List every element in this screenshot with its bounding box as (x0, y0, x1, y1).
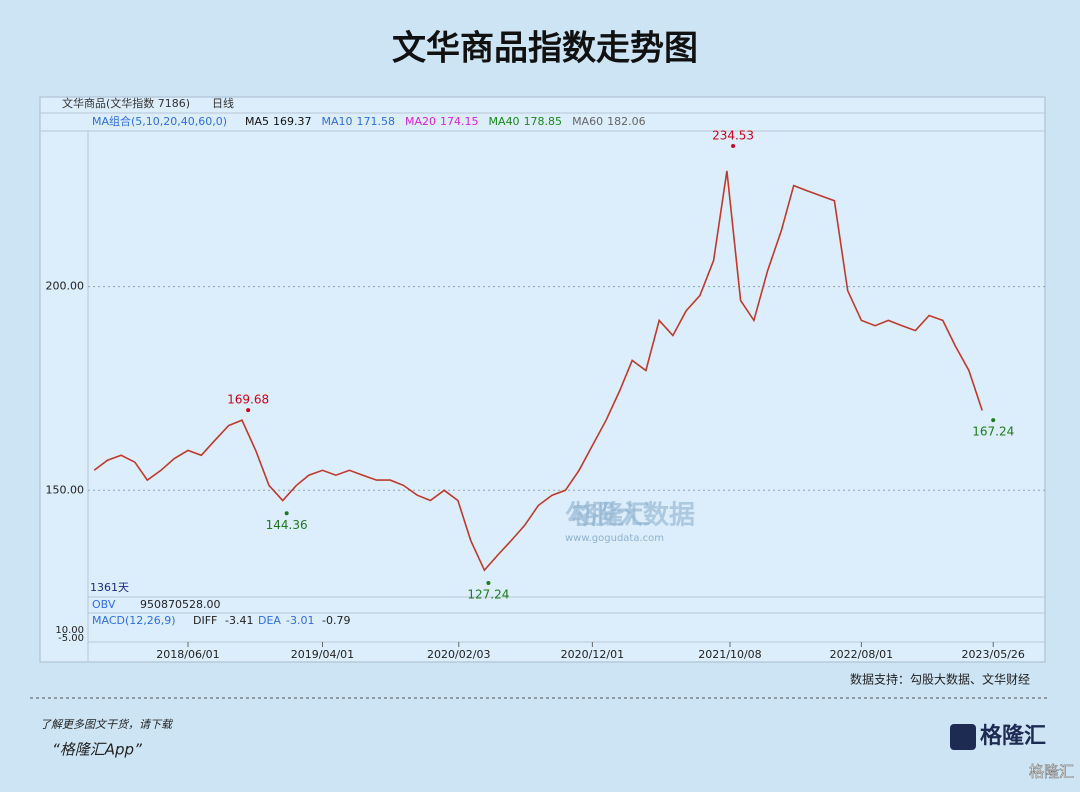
logo: 格隆汇 (980, 723, 1046, 749)
x-tick-label: 2019/04/01 (291, 648, 354, 661)
watermark-brand: 格隆汇 (572, 500, 650, 531)
corner-logo: 格隆汇 (1029, 763, 1074, 781)
instrument: 文华商品(文华指数 7186) (62, 96, 190, 110)
legend-name: MA5 (245, 115, 269, 128)
app-name: “格隆汇App” (52, 741, 142, 759)
period[interactable]: 日线 (212, 96, 234, 110)
x-tick-label: 2022/08/01 (830, 648, 893, 661)
dea-value: -3.01 (286, 614, 314, 627)
extreme-point (246, 408, 251, 413)
legend-value: 171.58 (357, 115, 396, 128)
extreme-point (486, 581, 491, 586)
extreme-point (731, 143, 736, 148)
legend-name: MA10 (322, 115, 353, 128)
x-tick-label: 2020/02/03 (427, 648, 490, 661)
legend-value: 174.15 (440, 115, 479, 128)
extreme-point (284, 511, 289, 516)
extreme-label: 127.24 (467, 588, 509, 602)
extreme-label: 144.36 (266, 518, 308, 532)
diff-value: -3.41 (225, 614, 253, 627)
x-tick-label: 2021/10/08 (698, 648, 761, 661)
macd-tick: -5.00 (58, 633, 84, 644)
x-tick-label: 2020/12/01 (561, 648, 624, 661)
legend-value: 182.06 (607, 115, 646, 128)
obv-value: 950870528.00 (140, 598, 220, 611)
price-line (93, 170, 983, 572)
source: 数据支持：勾股大数据、文华财经 (850, 672, 1030, 687)
dea-name: DEA (258, 614, 281, 627)
extreme-label: 167.24 (972, 425, 1014, 439)
legend-name: MA60 (572, 115, 603, 128)
days-label: 1361天 (90, 581, 129, 594)
watermark-url: www.gogudata.com (565, 533, 664, 544)
watermark-name: 勾股大数据 (565, 501, 695, 531)
y-tick-label: 150.00 (46, 483, 85, 496)
extreme-label: 234.53 (712, 128, 754, 142)
x-tick-label: 2023/05/26 (962, 648, 1025, 661)
obv-name[interactable]: OBV (92, 598, 116, 611)
chart-panel (39, 96, 1046, 663)
logo-icon (950, 724, 976, 750)
legend-name: MA20 (405, 115, 436, 128)
x-tick-label: 2018/06/01 (156, 648, 219, 661)
legend-value: 169.37 (273, 115, 312, 128)
diff-name: DIFF (193, 614, 217, 627)
legend-value: 178.85 (524, 115, 563, 128)
macd-name[interactable]: MACD(12,26,9) (92, 614, 176, 627)
legend-name: MA40 (489, 115, 520, 128)
promo: 了解更多图文干货，请下载 (40, 718, 174, 731)
chart-title: 文华商品指数走势图 (392, 29, 698, 69)
extreme-label: 169.68 (227, 393, 269, 407)
ma-group[interactable]: MA组合(5,10,20,40,60,0) (92, 114, 227, 128)
y-tick-label: 200.00 (46, 280, 85, 293)
macd-tick: 10.00 (55, 625, 84, 636)
extreme-point (991, 418, 996, 423)
macd-value: -0.79 (322, 614, 350, 627)
